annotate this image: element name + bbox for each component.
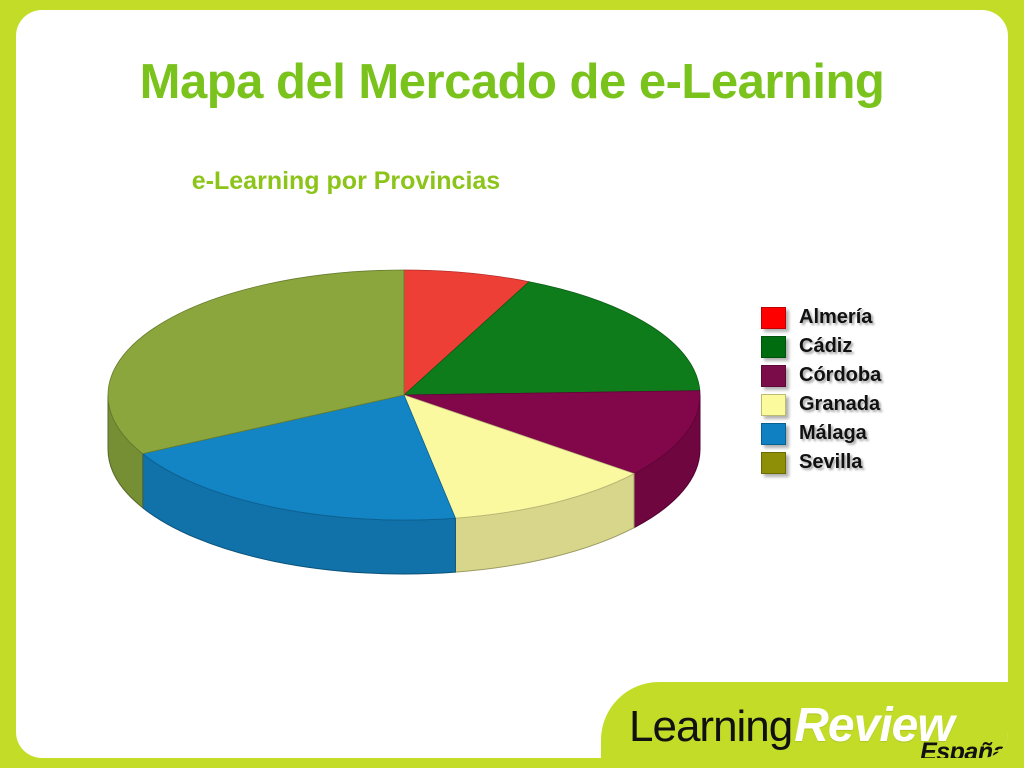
legend-label-granada: Granada xyxy=(799,393,881,415)
pie-chart xyxy=(16,230,1008,610)
logo-country-text: España xyxy=(920,738,1006,758)
legend-label-almeria: Almería xyxy=(799,306,873,328)
legend-swatch-malaga xyxy=(761,422,786,445)
legend-item[interactable]: Almería xyxy=(761,303,961,332)
legend-label-malaga: Málaga xyxy=(799,422,867,444)
legend-swatch-cordoba xyxy=(761,364,786,387)
legend-label-cordoba: Córdoba xyxy=(799,364,882,386)
pie-chart-svg xyxy=(107,269,701,575)
legend-swatch-cadiz xyxy=(761,335,786,358)
pie-slice-mlaga[interactable] xyxy=(141,394,456,521)
legend-item[interactable]: Málaga xyxy=(761,419,961,448)
logo-review-text: Review xyxy=(794,699,954,752)
legend-swatch-almeria xyxy=(761,306,786,329)
legend-item[interactable]: Cádiz xyxy=(761,332,961,361)
legend-label-sevilla: Sevilla xyxy=(799,451,863,473)
legend-swatch-sevilla xyxy=(761,451,786,474)
pie-top-slices xyxy=(107,269,701,521)
legend-swatch-granada xyxy=(761,393,786,416)
legend-label-cadiz: Cádiz xyxy=(799,335,853,357)
chart-legend: Almería Cádiz Córdoba Granada Málaga Sev… xyxy=(761,303,961,477)
legend-item[interactable]: Granada xyxy=(761,390,961,419)
pie-3d-sides xyxy=(107,395,701,575)
logo-learning-text: Learning xyxy=(629,702,793,751)
pie-slice-sevilla[interactable] xyxy=(107,269,405,455)
slide-content-card: Mapa del Mercado de e-Learning e-Learnin… xyxy=(16,10,1008,758)
pie-slice-cdiz[interactable] xyxy=(402,281,701,396)
legend-item[interactable]: Sevilla xyxy=(761,448,961,477)
pie-slice-almera[interactable] xyxy=(403,269,530,396)
brand-logo[interactable]: Learning Review España xyxy=(601,682,1008,758)
pie-slice-granada[interactable] xyxy=(403,394,636,519)
legend-item[interactable]: Córdoba xyxy=(761,361,961,390)
logo-wordmark: Learning Review xyxy=(629,698,955,753)
pie-slice-crdoba[interactable] xyxy=(403,390,701,475)
page-title: Mapa del Mercado de e-Learning xyxy=(139,55,885,109)
chart-title: e-Learning por Provincias xyxy=(191,167,501,195)
